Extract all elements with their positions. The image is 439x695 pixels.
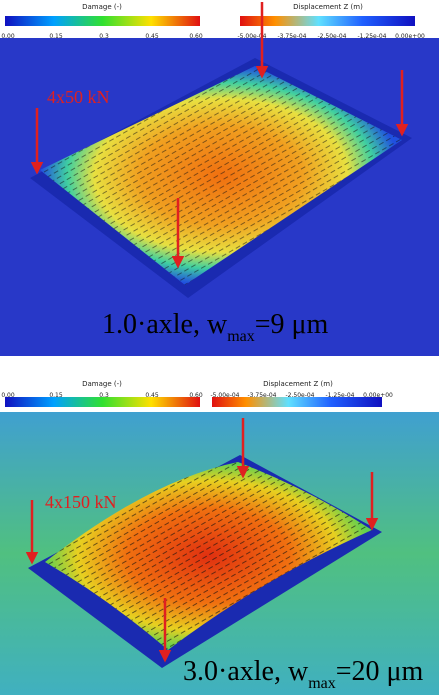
colorbar-tick: -2.50e-04	[285, 392, 314, 399]
page: Damage (-) 0.00 0.15 0.3 0.45 0.60 Displ…	[0, 0, 439, 695]
figure: Damage (-) 0.00 0.15 0.3 0.45 0.60 Displ…	[0, 0, 439, 695]
colorbar-title: Damage (-)	[82, 3, 122, 11]
caption-main: 3.0·axle, w	[183, 656, 309, 687]
colorbar-tick: 0.3	[99, 392, 109, 399]
caption-main: 1.0·axle, w	[102, 309, 228, 340]
colorbar-tick: 0.3	[99, 33, 109, 40]
colorbar-title: Displacement Z (m)	[263, 380, 333, 388]
colorbar-tick: -1.25e-04	[325, 392, 354, 399]
colorbar-tick: -2.50e-04	[317, 33, 346, 40]
load-label: 4x150 kN	[45, 492, 117, 512]
colorbar-title: Damage (-)	[82, 380, 122, 388]
damage-colorbar	[5, 16, 200, 26]
colorbar-tick: 0.15	[49, 392, 63, 399]
caption-subscript: max	[227, 328, 255, 345]
colorbar-tick: -5.00e-04	[210, 392, 239, 399]
colorbar-tick: 0.60	[189, 392, 203, 399]
colorbar-tick: 0.00e+00	[395, 33, 425, 40]
caption-rest: =20 μm	[336, 656, 424, 687]
displacement-colorbar	[240, 16, 415, 26]
colorbar-tick: 0.60	[189, 33, 203, 40]
colorbar-tick: 0.00e+00	[363, 392, 393, 399]
caption: 1.0·axle, wmax=9 μm	[102, 309, 329, 345]
colorbar-tick: 0.45	[145, 392, 159, 399]
colorbar-tick: -3.75e-04	[247, 392, 276, 399]
colorbar-tick: 0.00	[1, 392, 15, 399]
caption: 3.0·axle, wmax=20 μm	[183, 656, 424, 692]
load-label: 4x50 kN	[47, 87, 110, 107]
colorbar-tick: 0.15	[49, 33, 63, 40]
colorbar-tick: -1.25e-04	[357, 33, 386, 40]
colorbar-tick: -3.75e-04	[277, 33, 306, 40]
colorbar-tick: 0.45	[145, 33, 159, 40]
colorbar-title: Displacement Z (m)	[293, 3, 363, 11]
caption-rest: =9 μm	[255, 309, 329, 340]
caption-subscript: max	[308, 675, 336, 692]
colorbar-tick: 0.00	[1, 33, 15, 40]
